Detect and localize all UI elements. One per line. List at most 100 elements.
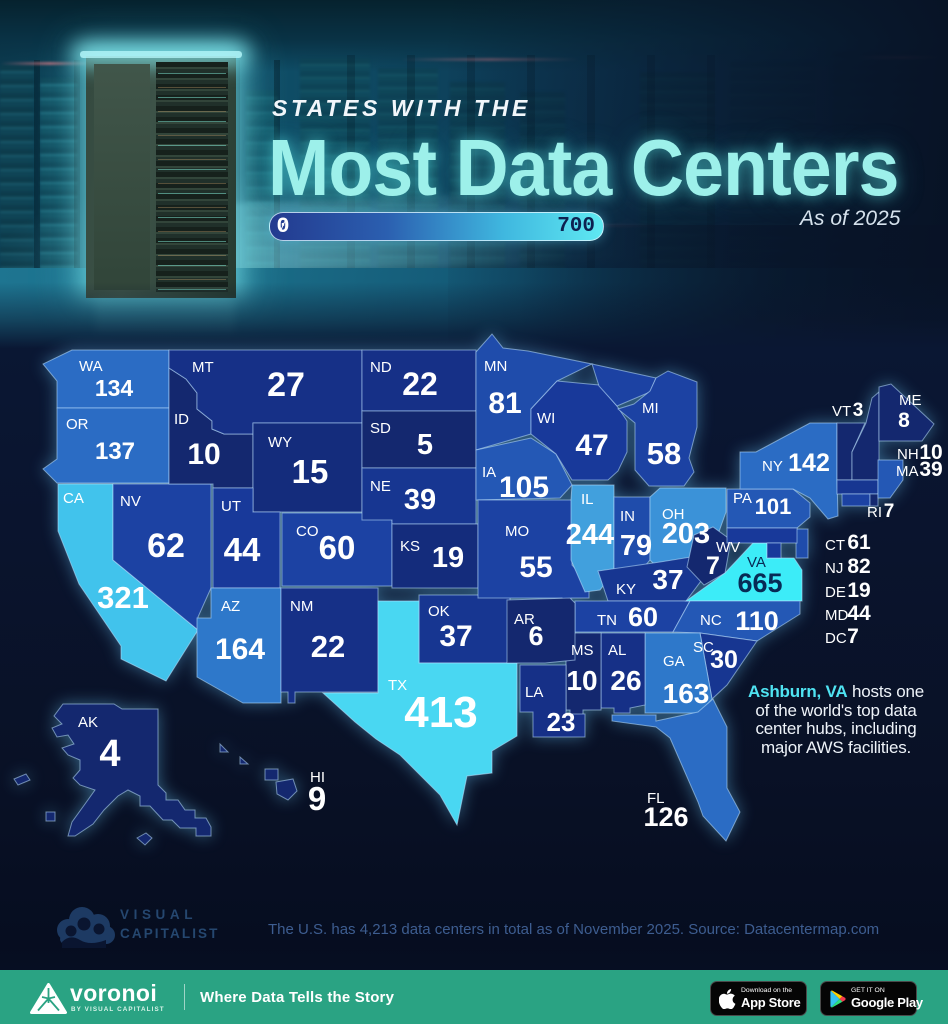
svg-text:PA: PA <box>733 490 752 507</box>
svg-text:8: 8 <box>898 409 910 432</box>
svg-text:TX: TX <box>388 677 407 694</box>
svg-text:10: 10 <box>919 441 942 464</box>
svg-text:IA: IA <box>482 464 496 481</box>
svg-text:OH: OH <box>662 506 685 523</box>
svg-text:7: 7 <box>884 501 895 522</box>
svg-text:10: 10 <box>187 438 220 471</box>
svg-text:39: 39 <box>919 458 942 481</box>
svg-text:SD: SD <box>370 420 391 437</box>
svg-text:TN: TN <box>597 612 617 629</box>
svg-text:60: 60 <box>628 602 658 632</box>
svg-text:22: 22 <box>402 366 438 402</box>
svg-text:MA: MA <box>896 463 919 480</box>
svg-text:NJ: NJ <box>825 560 843 577</box>
svg-text:ME: ME <box>899 392 922 409</box>
svg-text:MD: MD <box>825 607 848 624</box>
svg-text:AR: AR <box>514 611 535 628</box>
svg-text:134: 134 <box>95 375 134 401</box>
svg-text:413: 413 <box>404 688 477 737</box>
svg-text:164: 164 <box>215 633 265 666</box>
svg-text:27: 27 <box>267 366 305 404</box>
svg-text:19: 19 <box>847 579 870 602</box>
svg-text:60: 60 <box>319 529 356 566</box>
svg-text:AZ: AZ <box>221 598 240 615</box>
svg-text:10: 10 <box>566 665 597 696</box>
svg-text:142: 142 <box>788 449 830 477</box>
svg-text:KY: KY <box>616 581 636 598</box>
svg-text:137: 137 <box>95 438 135 465</box>
svg-text:37: 37 <box>439 620 472 653</box>
svg-text:KS: KS <box>400 538 420 555</box>
svg-text:NE: NE <box>370 478 391 495</box>
svg-text:244: 244 <box>566 519 614 551</box>
svg-text:VT: VT <box>832 403 851 420</box>
svg-text:HI: HI <box>310 769 325 786</box>
svg-text:44: 44 <box>224 531 261 568</box>
svg-text:DE: DE <box>825 584 846 601</box>
svg-text:5: 5 <box>417 429 433 461</box>
svg-text:FL: FL <box>647 790 665 807</box>
svg-text:CO: CO <box>296 523 319 540</box>
svg-text:MS: MS <box>571 642 594 659</box>
svg-text:3: 3 <box>853 400 864 421</box>
svg-text:47: 47 <box>575 429 608 462</box>
svg-text:UT: UT <box>221 498 241 515</box>
svg-text:VISUAL: VISUAL <box>120 907 197 922</box>
svg-text:IN: IN <box>620 508 635 525</box>
svg-text:203: 203 <box>662 518 710 550</box>
svg-text:321: 321 <box>97 580 149 615</box>
svg-text:7: 7 <box>706 552 720 580</box>
svg-text:MT: MT <box>192 359 214 376</box>
svg-text:44: 44 <box>847 602 871 625</box>
svg-text:IL: IL <box>581 491 594 508</box>
svg-text:61: 61 <box>847 531 871 554</box>
svg-text:NY: NY <box>762 458 783 475</box>
svg-text:NM: NM <box>290 598 313 615</box>
svg-text:WV: WV <box>716 539 740 556</box>
svg-text:ID: ID <box>174 411 189 428</box>
svg-text:WA: WA <box>79 358 103 375</box>
svg-text:15: 15 <box>292 453 329 490</box>
svg-text:7: 7 <box>847 625 859 648</box>
svg-text:55: 55 <box>519 551 552 584</box>
svg-text:163: 163 <box>663 678 710 709</box>
svg-text:OK: OK <box>428 603 450 620</box>
svg-text:VA: VA <box>747 554 766 571</box>
svg-text:110: 110 <box>735 606 779 636</box>
svg-text:WI: WI <box>537 410 555 427</box>
svg-text:105: 105 <box>499 471 549 504</box>
svg-text:101: 101 <box>755 494 792 519</box>
svg-text:37: 37 <box>652 564 683 595</box>
svg-text:19: 19 <box>432 542 464 574</box>
svg-text:ND: ND <box>370 359 392 376</box>
svg-text:RI: RI <box>867 504 882 521</box>
svg-text:NH: NH <box>897 446 919 463</box>
svg-text:665: 665 <box>737 568 782 598</box>
svg-text:4: 4 <box>99 733 120 775</box>
svg-text:MI: MI <box>642 400 659 417</box>
svg-text:82: 82 <box>847 555 870 578</box>
svg-text:23: 23 <box>547 707 576 737</box>
svg-text:AL: AL <box>608 642 626 659</box>
svg-text:WY: WY <box>268 434 292 451</box>
svg-text:LA: LA <box>525 684 543 701</box>
svg-text:CT: CT <box>825 537 845 554</box>
svg-text:126: 126 <box>643 802 688 832</box>
svg-text:6: 6 <box>528 621 543 651</box>
svg-text:SC: SC <box>693 639 714 656</box>
svg-text:79: 79 <box>620 530 652 562</box>
svg-text:CA: CA <box>63 490 84 507</box>
svg-text:DC: DC <box>825 630 847 647</box>
svg-text:62: 62 <box>147 527 185 565</box>
svg-text:AK: AK <box>78 714 98 731</box>
svg-text:NV: NV <box>120 493 141 510</box>
svg-text:81: 81 <box>488 387 521 420</box>
svg-text:MN: MN <box>484 358 507 375</box>
svg-text:GA: GA <box>663 653 685 670</box>
svg-text:26: 26 <box>610 665 641 696</box>
svg-text:OR: OR <box>66 416 89 433</box>
svg-text:MO: MO <box>505 523 529 540</box>
svg-text:30: 30 <box>710 646 738 674</box>
svg-text:22: 22 <box>311 629 345 664</box>
svg-text:CAPITALIST: CAPITALIST <box>120 926 220 941</box>
